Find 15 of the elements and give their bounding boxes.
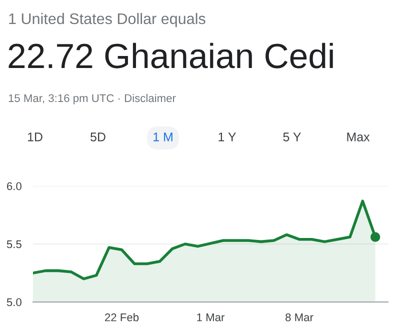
text: 15 Mar, 3:16 pm UTC · Disclaimer (8, 94, 176, 104)
x-tick-label: 8 Mar (286, 313, 314, 322)
text: 1 Y (218, 132, 236, 142)
text: 1D (28, 132, 42, 142)
y-tick-label: 6.0 (7, 182, 22, 190)
text: 5 Y (283, 132, 301, 142)
text: 5D (90, 132, 106, 142)
x-tick-label: 22 Feb (105, 313, 139, 322)
chart-subtitle: 22.72 Ghanaian Cedi (8, 42, 333, 68)
y-tick-label: 5.5 (6, 240, 22, 248)
text: Max (347, 132, 370, 142)
text: 1 M (154, 132, 172, 142)
y-tick-label: 5.0 (6, 298, 22, 306)
chart-title: 1 United States Dollar equals (9, 12, 206, 28)
x-tick-label: 1 Mar (197, 314, 225, 322)
